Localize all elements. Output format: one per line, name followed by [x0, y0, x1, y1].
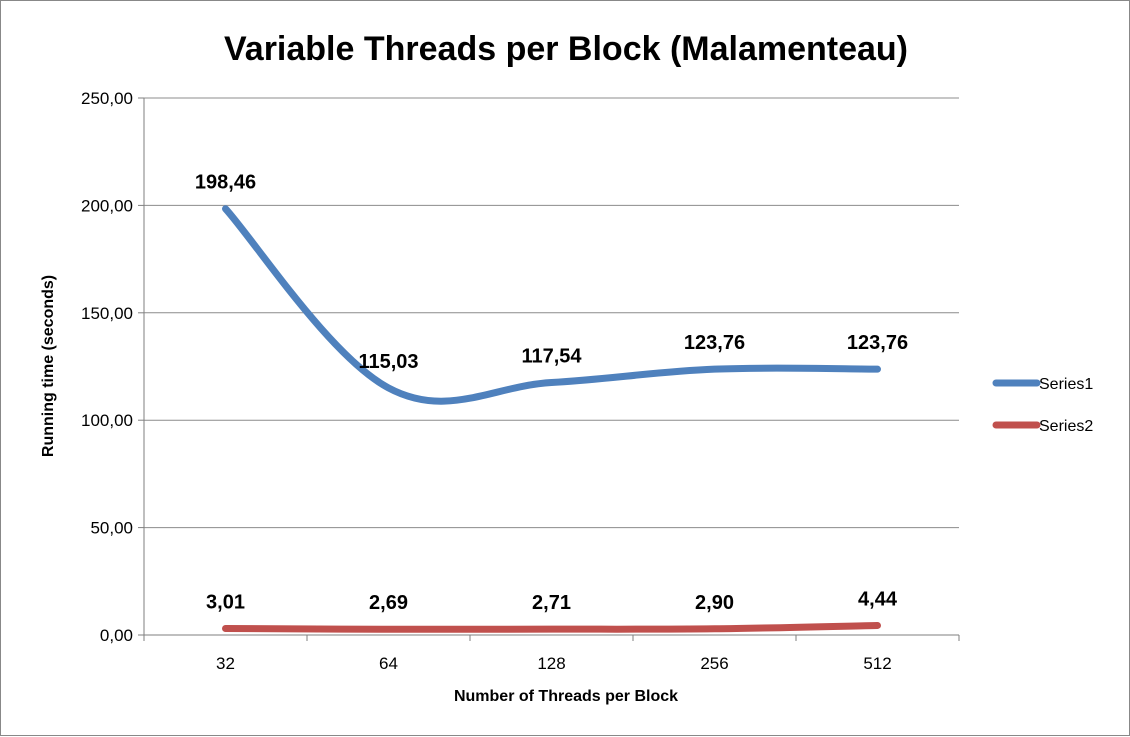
x-axis-ticks: 32 64 128 256 512 — [144, 635, 959, 673]
series-lines — [225, 209, 877, 630]
x-tick-label: 64 — [379, 654, 398, 673]
chart-title: Variable Threads per Block (Malamenteau) — [224, 30, 908, 68]
data-label: 115,03 — [358, 351, 418, 373]
y-tick-label: 200,00 — [81, 196, 133, 215]
series-line-2 — [226, 625, 878, 629]
legend-label: Series2 — [1039, 418, 1093, 435]
legend: Series1 Series2 — [996, 376, 1093, 435]
y-axis-title: Running time (seconds) — [40, 275, 57, 457]
x-tick-label: 128 — [537, 654, 565, 673]
x-tick-label: 32 — [216, 654, 235, 673]
data-labels: 198,46 115,03 117,54 123,76 123,76 3,01 2,69 2,… — [195, 172, 908, 615]
data-label: 123,76 — [847, 332, 908, 354]
y-tick-label: 100,00 — [81, 411, 133, 430]
data-label: 4,44 — [858, 588, 898, 610]
data-label: 2,69 — [369, 592, 408, 614]
data-label: 123,76 — [684, 332, 745, 354]
series-line-1 — [226, 209, 878, 402]
y-tick-label: 250,00 — [81, 89, 133, 108]
y-axis-ticks: 0,00 50,00 100,00 150,00 200,00 250,00 — [81, 89, 144, 645]
data-label: 198,46 — [195, 172, 256, 194]
x-axis-title: Number of Threads per Block — [454, 688, 678, 705]
data-label: 3,01 — [206, 592, 245, 614]
data-label: 117,54 — [521, 346, 582, 368]
y-tick-label: 50,00 — [90, 519, 133, 538]
legend-label: Series1 — [1039, 376, 1093, 393]
x-tick-label: 512 — [863, 654, 891, 673]
data-label: 2,90 — [695, 592, 734, 614]
data-label: 2,71 — [532, 592, 571, 614]
x-tick-label: 256 — [700, 654, 728, 673]
y-tick-label: 150,00 — [81, 304, 133, 323]
y-tick-label: 0,00 — [100, 626, 133, 645]
